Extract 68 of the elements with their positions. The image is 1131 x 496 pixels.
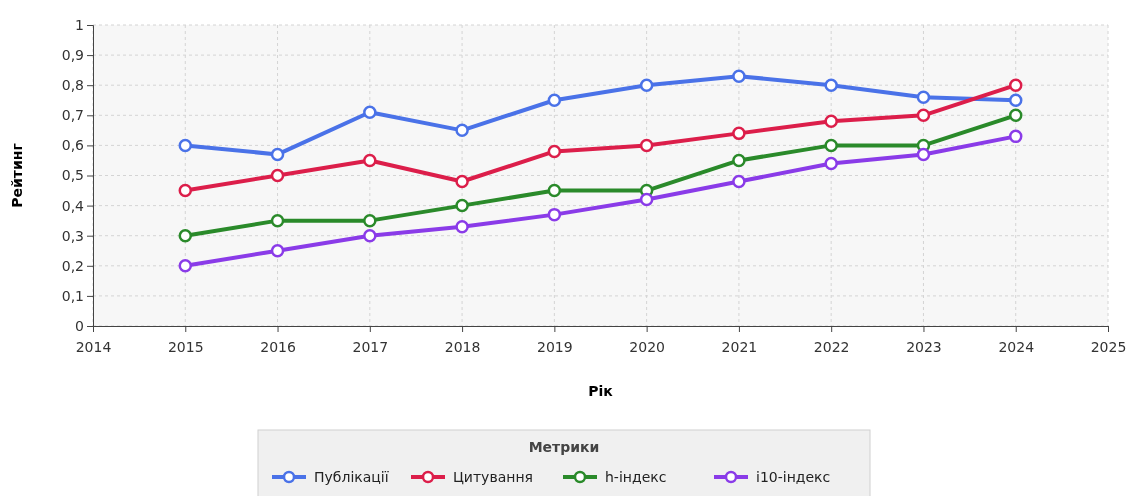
point — [732, 69, 746, 83]
point — [270, 213, 285, 228]
point — [824, 138, 838, 153]
y-tick-label: 0,1 — [61, 287, 84, 304]
legend-label: Публікації — [314, 469, 389, 485]
point — [363, 153, 377, 168]
y-axis-title: Рейтинг — [9, 143, 25, 208]
y-tick-label: 0,3 — [61, 227, 84, 244]
point — [824, 114, 838, 129]
y-tick-label: 0,9 — [61, 47, 84, 64]
point — [1008, 129, 1023, 144]
point — [916, 147, 931, 162]
y-tick-label: 0,2 — [61, 257, 84, 274]
point — [732, 126, 746, 141]
y-tick-label: 0,8 — [61, 77, 84, 94]
y-tick-label: 0 — [75, 317, 84, 334]
point — [178, 259, 193, 273]
point — [455, 174, 469, 189]
point — [178, 228, 193, 243]
y-tick-label: 0,7 — [61, 107, 84, 124]
point — [455, 198, 469, 213]
legend-label: Цитування — [453, 469, 533, 485]
x-tick-label: 2014 — [75, 338, 112, 355]
point — [363, 105, 377, 120]
point — [547, 93, 562, 107]
point — [547, 183, 562, 198]
point — [178, 183, 193, 198]
x-tick-label: 2024 — [998, 338, 1035, 355]
point — [1008, 108, 1023, 123]
point — [916, 108, 931, 123]
point — [270, 168, 285, 183]
point — [639, 192, 654, 207]
point — [547, 144, 562, 159]
point — [639, 138, 654, 153]
x-tick-label: 2022 — [813, 338, 850, 355]
x-tick-label: 2017 — [352, 338, 389, 355]
point — [270, 244, 285, 258]
point — [639, 78, 654, 92]
y-tick-label: 0,5 — [61, 167, 84, 184]
point — [1008, 78, 1023, 92]
x-tick-label: 2016 — [260, 338, 296, 355]
x-tick-label: 2025 — [1090, 338, 1127, 355]
legend-label: h-індекс — [605, 469, 667, 485]
point — [363, 228, 377, 243]
point — [732, 153, 746, 168]
legend-title: Метрики — [528, 439, 600, 455]
point — [824, 156, 838, 171]
point — [1008, 93, 1023, 107]
point — [916, 90, 931, 104]
y-tick-label: 0,6 — [61, 137, 85, 154]
point — [455, 219, 469, 234]
legend-label: i10-індекс — [756, 469, 831, 485]
x-axis-title: Рік — [588, 383, 614, 399]
x-tick-label: 2019 — [537, 338, 573, 355]
x-tick-label: 2018 — [444, 338, 481, 355]
point — [824, 78, 838, 92]
point — [547, 207, 562, 222]
point — [455, 123, 469, 138]
point — [363, 213, 377, 228]
x-tick-label: 2021 — [721, 338, 758, 355]
y-tick-label: 0,4 — [61, 197, 85, 214]
point — [178, 138, 193, 153]
x-tick-label: 2023 — [906, 338, 942, 355]
point — [732, 174, 746, 189]
point — [270, 147, 285, 162]
x-tick-label: 2020 — [629, 338, 665, 355]
y-tick-label: 1 — [75, 16, 84, 33]
x-tick-label: 2015 — [167, 338, 204, 355]
